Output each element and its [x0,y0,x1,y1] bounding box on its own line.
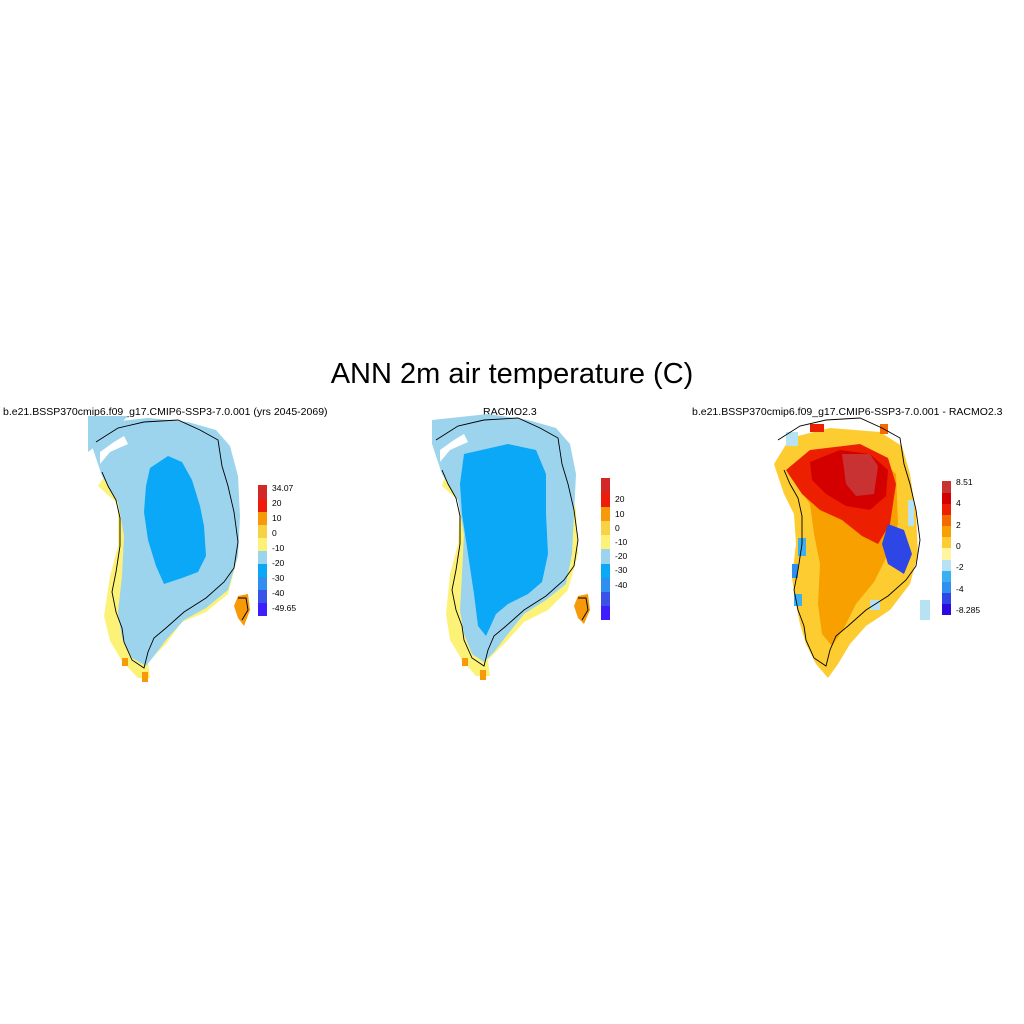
colorbar-label: -20 [615,551,628,562]
panel-2-colorbar: 20 10 0 -10 -20 -30 -40 [601,478,661,621]
colorbar-label: 10 [272,513,282,523]
panel-3-map [774,417,930,678]
colorbar-label: -10 [615,536,628,547]
colorbar-cell [258,602,267,616]
colorbar-cell [942,536,951,549]
colorbar-label: 20 [615,494,625,505]
colorbar-cell [258,576,267,590]
cool-pixel [870,600,880,610]
coastline [777,417,921,667]
cool-pixel [792,564,798,578]
colorbar-label: 4 [956,498,961,509]
warm-pixel [142,672,148,682]
cool-pixel [908,500,914,526]
coast-gap [440,434,468,462]
panel-2-map [432,414,590,680]
colorbar-cell [258,511,267,525]
colorbar-label: -10 [272,543,285,553]
panel-1-map [88,416,250,682]
panel-3-colorbar: 8.51 4 2 0 -2 -4 -8.285 [942,477,1002,621]
panel-1-title: b.e21.BSSP370cmip6.f09_g17.CMIP6-SSP3-7.… [3,406,328,418]
colorbar-cell [601,534,610,550]
warm-pixel [122,658,128,666]
colorbar-cell [942,492,951,504]
colorbar-label: -40 [615,579,628,590]
coastline [578,597,589,621]
colorbar-label: 2 [956,519,961,530]
colorbar-label: -20 [272,558,285,568]
colorbar-label: -30 [272,573,285,583]
colorbar-cell [942,481,951,493]
colorbar-label: 10 [615,508,625,519]
coastline [435,417,579,667]
colorbar-cell [258,550,267,564]
colorbar-cell [601,478,610,493]
coastline [238,597,249,621]
colorbar-cell [942,514,951,527]
main-title: ANN 2m air temperature (C) [330,358,694,390]
colorbar-cell [258,563,267,577]
colorbar-label: -2 [956,562,964,573]
colorbar-cell [601,506,610,522]
colorbar-label: 20 [272,498,282,508]
colorbar-cell [601,591,610,607]
colorbar-label: 8.51 [956,477,973,487]
diff-peak-zone [842,454,878,496]
cool-pixel [794,594,802,606]
colorbar-label: 34.07 [272,483,294,493]
colorbar-label: 0 [272,528,277,538]
ice-sheet-interior [460,444,548,636]
colorbar-cell [942,559,951,571]
warm-pixel [462,658,468,666]
panel-2-title: RACMO2.3 [483,406,537,418]
colorbar-label: -40 [272,588,285,598]
colorbar-cell [258,498,267,512]
colorbar-cell [601,520,610,536]
colorbar-label: -4 [956,583,964,594]
colorbar-cell [942,603,951,616]
colorbar-cell [258,524,267,538]
coastline [95,419,239,669]
colorbar-label: 0 [956,541,961,551]
colorbar-cell [601,492,610,507]
cool-pixel [798,538,806,556]
cool-pixel [786,432,798,446]
colorbar-cell [942,581,951,594]
east-island [234,594,250,626]
diff-cool-zone [882,524,912,574]
colorbar-cell [258,485,267,499]
panel-3-title: b.e21.BSSP370cmip6.f09_g17.CMIP6-SSP3-7.… [692,406,1003,418]
colorbar-cell [601,577,610,593]
colorbar-cell [942,548,951,560]
colorbar-cell [942,525,951,538]
colorbar-cell [601,563,610,578]
ice-sheet-interior [144,456,206,584]
warm-pixel [810,424,824,432]
colorbar-cell [258,589,267,603]
colorbar-cell [942,570,951,582]
panel-1-colorbar: 34.07 20 10 0 -10 -20 -30 -40 -49.65 [258,483,318,616]
cool-pixel [920,600,930,620]
colorbar-cell [601,605,610,621]
colorbar-label: -30 [615,565,628,576]
colorbar-cell [942,503,951,515]
colorbar-label: 0 [615,522,620,533]
colorbar-cell [942,592,951,605]
colorbar-label: -8.285 [956,605,981,615]
colorbar-cell [601,549,610,564]
colorbar-label: -49.65 [272,603,297,613]
warm-pixel [480,670,486,680]
colorbar-cell [258,537,267,551]
east-island [574,594,590,624]
coast-gap [100,436,128,464]
